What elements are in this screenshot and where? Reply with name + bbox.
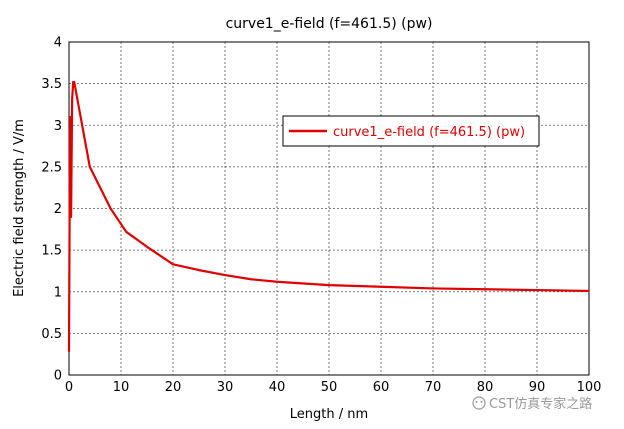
x-tick-labels: 0 10 20 30 40 50 60 70 80 90 100: [65, 380, 602, 395]
y-tick-label: 3.5: [41, 77, 62, 92]
x-tick-label: 90: [529, 380, 546, 395]
x-tick-label: 30: [217, 380, 234, 395]
chart-title: curve1_e-field (f=461.5) (pw): [226, 16, 433, 32]
series-line: [67, 80, 590, 352]
legend-entry: curve1_e-field (f=461.5) (pw): [333, 125, 525, 140]
series-layer: [67, 80, 590, 352]
y-tick-label: 1.5: [41, 244, 62, 259]
y-axis-label: Electric field strength / V/m: [12, 119, 27, 297]
x-tick-label: 80: [477, 380, 494, 395]
y-tick-labels: 0 0.5 1 1.5 2 2.5 3 3.5 4: [41, 36, 62, 384]
x-tick-label: 20: [165, 380, 182, 395]
grid: [69, 42, 589, 375]
y-tick-label: 0.5: [41, 327, 62, 342]
y-tick-label: 3: [54, 119, 62, 134]
x-tick-label: 40: [269, 380, 286, 395]
y-tick-label: 2.5: [41, 160, 62, 175]
x-tick-label: 60: [373, 380, 390, 395]
x-axis-label: Length / nm: [290, 407, 368, 422]
y-tick-label: 1: [54, 285, 62, 300]
watermark-icon-dot: [480, 401, 483, 403]
x-tick-label: 50: [321, 380, 338, 395]
x-tick-label: 10: [113, 380, 130, 395]
y-tick-label: 4: [54, 36, 62, 51]
y-tick-label: 2: [54, 202, 62, 217]
watermark: CST仿真专家之路: [472, 396, 592, 412]
legend-box: [282, 115, 540, 147]
y-tick-label: 0: [54, 369, 62, 384]
watermark-icon-dot: [475, 401, 478, 403]
watermark-icon: [472, 396, 486, 410]
legend: curve1_e-field (f=461.5) (pw): [282, 115, 540, 147]
x-tick-label: 70: [425, 380, 442, 395]
x-tick-label: 100: [577, 380, 602, 395]
watermark-text: CST仿真专家之路: [489, 396, 592, 412]
x-tick-label: 0: [65, 380, 73, 395]
